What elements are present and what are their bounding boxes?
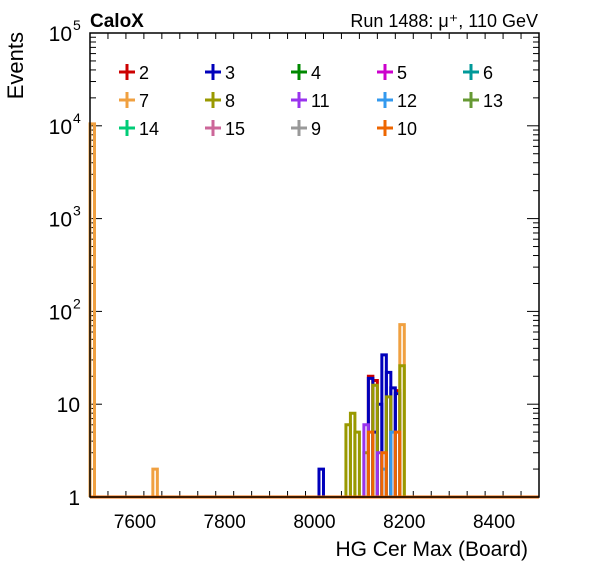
y-tick-label: 10 5 (49, 17, 81, 46)
legend-entry-15: 15 (205, 119, 245, 139)
legend-label: 15 (225, 119, 245, 139)
histogram-bin (366, 430, 375, 497)
y-tick-base: 10 (57, 394, 80, 417)
legend-entry-4: 4 (291, 63, 321, 83)
legend-label: 14 (139, 119, 159, 139)
legend-entry-12: 12 (377, 91, 417, 111)
legend-entry-5: 5 (377, 63, 407, 83)
legend-entry-13: 13 (463, 91, 503, 111)
legend-entry-14: 14 (119, 119, 159, 139)
legend-entry-8: 8 (205, 91, 235, 111)
histogram-bin (151, 467, 159, 497)
histogram-bin (353, 430, 361, 497)
y-tick-exponent: 2 (73, 295, 81, 311)
legend-label: 8 (225, 91, 235, 111)
y-axis-label: Events (3, 32, 28, 99)
y-tick-label: 10 2 (49, 295, 81, 324)
legend-label: 11 (311, 91, 330, 111)
legend-label: 2 (139, 63, 149, 83)
legend-entry-11: 11 (291, 91, 330, 111)
y-tick-label: 10 4 (49, 110, 81, 139)
histogram-bin (393, 430, 402, 497)
y-tick-label: 10 3 (49, 203, 81, 232)
y-tick-base: 10 (49, 301, 72, 324)
legend-entry-2: 2 (119, 63, 149, 83)
x-tick-label: 8400 (473, 512, 515, 533)
x-axis-label: HG Cer Max (Board) (335, 538, 528, 561)
legend-label: 7 (139, 91, 149, 111)
histogram-bin (380, 451, 388, 497)
legend-entry-6: 6 (463, 63, 493, 83)
y-tick-base: 10 (49, 116, 72, 139)
legend-label: 6 (483, 63, 493, 83)
y-tick-label: 1 (68, 487, 80, 510)
histograms (88, 122, 539, 499)
y-tick-exponent: 4 (73, 110, 81, 126)
x-tick-label: 7600 (114, 512, 156, 533)
legend-label: 4 (311, 63, 321, 83)
legend-label: 10 (397, 119, 417, 139)
y-tick-base: 10 (49, 23, 72, 46)
legend-entry-7: 7 (119, 91, 149, 111)
series-10 (366, 430, 402, 497)
legend-label: 5 (397, 63, 407, 83)
y-tick-exponent: 3 (73, 203, 81, 219)
y-tick-base: 10 (49, 209, 72, 232)
y-tick-exponent: 5 (73, 17, 81, 33)
x-tick-label: 7800 (204, 512, 246, 533)
header-right: Run 1488: μ⁺, 110 GeV (350, 11, 538, 31)
series-12 (380, 430, 397, 497)
y-tick-base: 1 (68, 487, 80, 510)
histogram-bin (317, 467, 325, 497)
legend-label: 9 (311, 119, 321, 139)
legend-label: 12 (397, 91, 417, 111)
header-left: CaloX (90, 11, 144, 32)
plot-frame (89, 32, 540, 498)
legend-entry-10: 10 (377, 119, 417, 139)
x-tick-label: 8000 (293, 512, 335, 533)
legend-entry-3: 3 (205, 63, 235, 83)
x-tick-label: 8200 (383, 512, 425, 533)
legend-entry-9: 9 (291, 119, 321, 139)
y-tick-label: 10 (57, 394, 80, 417)
legend-label: 13 (483, 91, 503, 111)
legend-label: 3 (225, 63, 235, 83)
series-7 (88, 122, 406, 497)
